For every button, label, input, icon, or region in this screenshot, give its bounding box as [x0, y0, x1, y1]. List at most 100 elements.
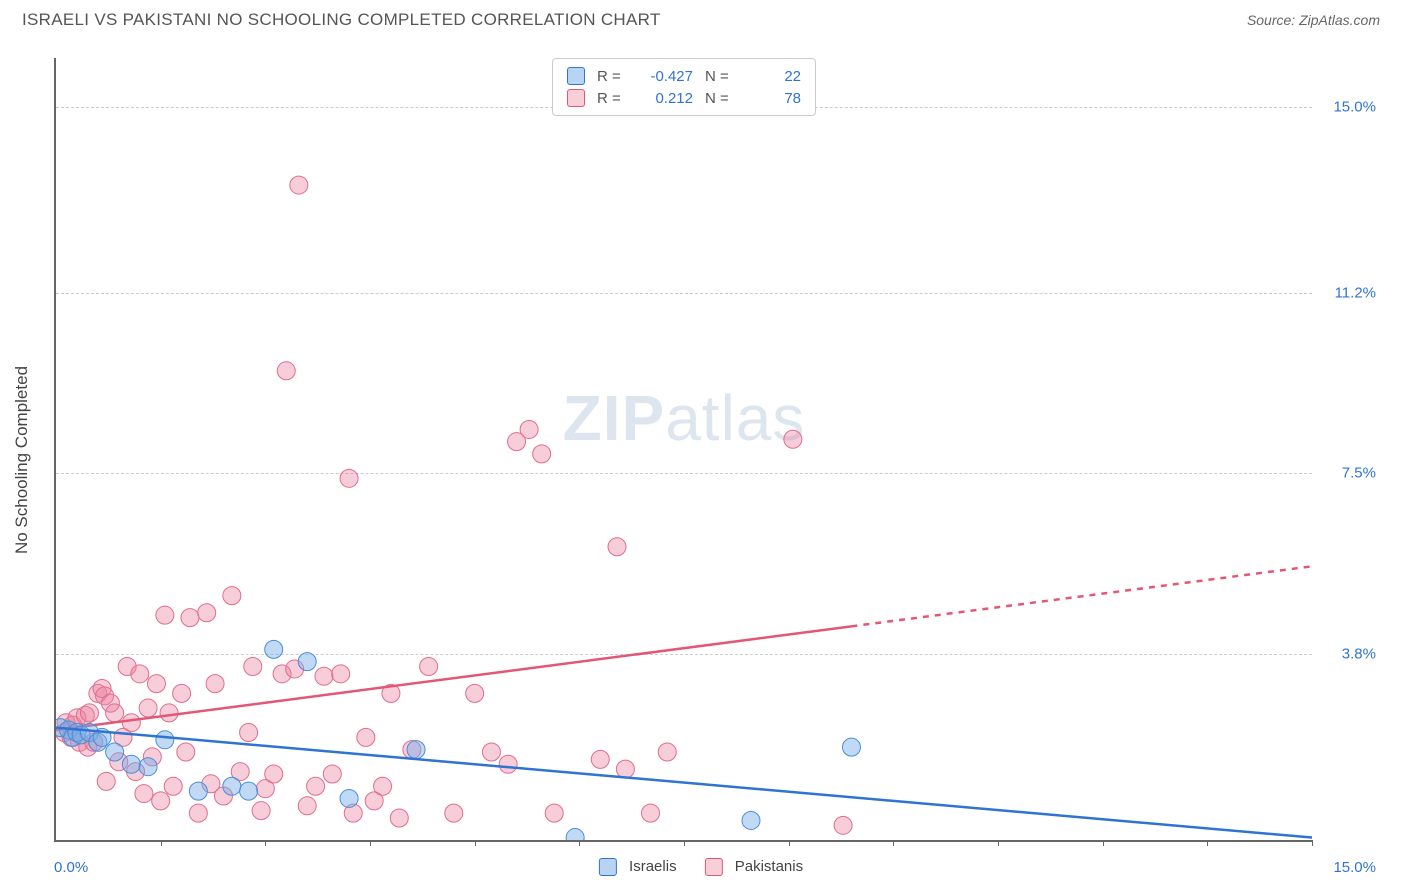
- israelis-point: [265, 640, 283, 658]
- pakistanis-point: [252, 802, 270, 820]
- israelis-point: [842, 738, 860, 756]
- stat-n-value-israelis: 22: [745, 68, 801, 85]
- x-tick: [998, 840, 999, 846]
- legend-bottom: Israelis Pakistanis: [599, 858, 803, 876]
- swatch-pakistanis: [567, 89, 585, 107]
- pakistanis-point: [147, 675, 165, 693]
- y-tick-label: 3.8%: [1342, 646, 1376, 663]
- stat-r-value-pakistanis: 0.212: [637, 90, 693, 107]
- y-axis-label: No Schooling Completed: [12, 366, 32, 554]
- pakistanis-point: [784, 430, 802, 448]
- x-axis-end-label: 15.0%: [1333, 859, 1376, 876]
- pakistanis-point: [608, 538, 626, 556]
- pakistanis-point: [658, 743, 676, 761]
- x-tick: [161, 840, 162, 846]
- pakistanis-point: [545, 804, 563, 822]
- y-tick-label: 11.2%: [1335, 284, 1376, 301]
- legend-label-pakistanis: Pakistanis: [735, 858, 803, 875]
- pakistanis-point: [482, 743, 500, 761]
- pakistanis-point: [122, 714, 140, 732]
- israelis-point: [407, 741, 425, 759]
- pakistanis-point: [307, 777, 325, 795]
- legend-swatch-pakistanis: [705, 858, 723, 876]
- pakistanis-point: [374, 777, 392, 795]
- source-credit: Source: ZipAtlas.com: [1247, 12, 1380, 28]
- x-tick: [1103, 840, 1104, 846]
- stat-r-value-israelis: -0.427: [637, 68, 693, 85]
- israelis-point: [223, 777, 241, 795]
- israelis-point: [122, 755, 140, 773]
- pakistanis-point: [97, 772, 115, 790]
- israelis-point: [139, 758, 157, 776]
- pakistanis-point: [277, 362, 295, 380]
- israelis-point: [189, 782, 207, 800]
- pakistanis-point: [616, 760, 634, 778]
- pakistanis-point: [160, 704, 178, 722]
- pakistanis-point: [390, 809, 408, 827]
- pakistanis-trendline: [56, 626, 851, 730]
- pakistanis-point: [445, 804, 463, 822]
- stat-row-israelis: R = -0.427 N = 22: [567, 65, 801, 87]
- chart-container: No Schooling Completed R = -0.427 N = 22…: [22, 40, 1380, 880]
- scatter-plot-svg: [56, 58, 1312, 840]
- israelis-point: [566, 829, 584, 840]
- pakistanis-point: [152, 792, 170, 810]
- legend-item-israelis: Israelis: [599, 858, 677, 876]
- stat-row-pakistanis: R = 0.212 N = 78: [567, 87, 801, 109]
- pakistanis-point: [131, 665, 149, 683]
- stat-n-label: N =: [705, 90, 733, 107]
- pakistanis-point: [244, 657, 262, 675]
- stat-n-label: N =: [705, 68, 733, 85]
- pakistanis-point: [466, 684, 484, 702]
- pakistanis-point: [223, 587, 241, 605]
- plot-area: R = -0.427 N = 22 R = 0.212 N = 78 ZIPat…: [54, 58, 1312, 842]
- pakistanis-point: [106, 704, 124, 722]
- pakistanis-point: [80, 704, 98, 722]
- x-tick: [579, 840, 580, 846]
- x-tick: [1207, 840, 1208, 846]
- legend-item-pakistanis: Pakistanis: [705, 858, 804, 876]
- pakistanis-point: [240, 723, 258, 741]
- israelis-point: [298, 653, 316, 671]
- y-tick-label: 15.0%: [1333, 98, 1376, 115]
- pakistanis-point: [164, 777, 182, 795]
- stat-r-label: R =: [597, 68, 625, 85]
- pakistanis-point: [340, 469, 358, 487]
- pakistanis-point: [533, 445, 551, 463]
- pakistanis-point: [357, 728, 375, 746]
- chart-header: ISRAELI VS PAKISTANI NO SCHOOLING COMPLE…: [0, 0, 1406, 38]
- pakistanis-point: [323, 765, 341, 783]
- pakistanis-point: [139, 699, 157, 717]
- israelis-point: [742, 811, 760, 829]
- x-tick: [475, 840, 476, 846]
- legend-label-israelis: Israelis: [629, 858, 677, 875]
- stat-r-label: R =: [597, 90, 625, 107]
- x-tick: [893, 840, 894, 846]
- x-tick: [265, 840, 266, 846]
- pakistanis-point: [315, 667, 333, 685]
- y-tick-label: 7.5%: [1342, 465, 1376, 482]
- pakistanis-point: [265, 765, 283, 783]
- pakistanis-point: [198, 604, 216, 622]
- pakistanis-point: [591, 750, 609, 768]
- pakistanis-point: [332, 665, 350, 683]
- israelis-point: [240, 782, 258, 800]
- stat-n-value-pakistanis: 78: [745, 90, 801, 107]
- pakistanis-point: [290, 176, 308, 194]
- pakistanis-point: [181, 609, 199, 627]
- pakistanis-point: [156, 606, 174, 624]
- pakistanis-point: [420, 657, 438, 675]
- legend-swatch-israelis: [599, 858, 617, 876]
- chart-title: ISRAELI VS PAKISTANI NO SCHOOLING COMPLE…: [22, 10, 661, 30]
- x-axis-start-label: 0.0%: [54, 859, 88, 876]
- x-tick: [1312, 840, 1313, 846]
- pakistanis-point: [177, 743, 195, 761]
- swatch-israelis: [567, 67, 585, 85]
- pakistanis-point: [189, 804, 207, 822]
- pakistanis-point: [499, 755, 517, 773]
- pakistanis-point: [520, 420, 538, 438]
- x-tick: [789, 840, 790, 846]
- pakistanis-point: [642, 804, 660, 822]
- pakistanis-point: [298, 797, 316, 815]
- pakistanis-point: [135, 785, 153, 803]
